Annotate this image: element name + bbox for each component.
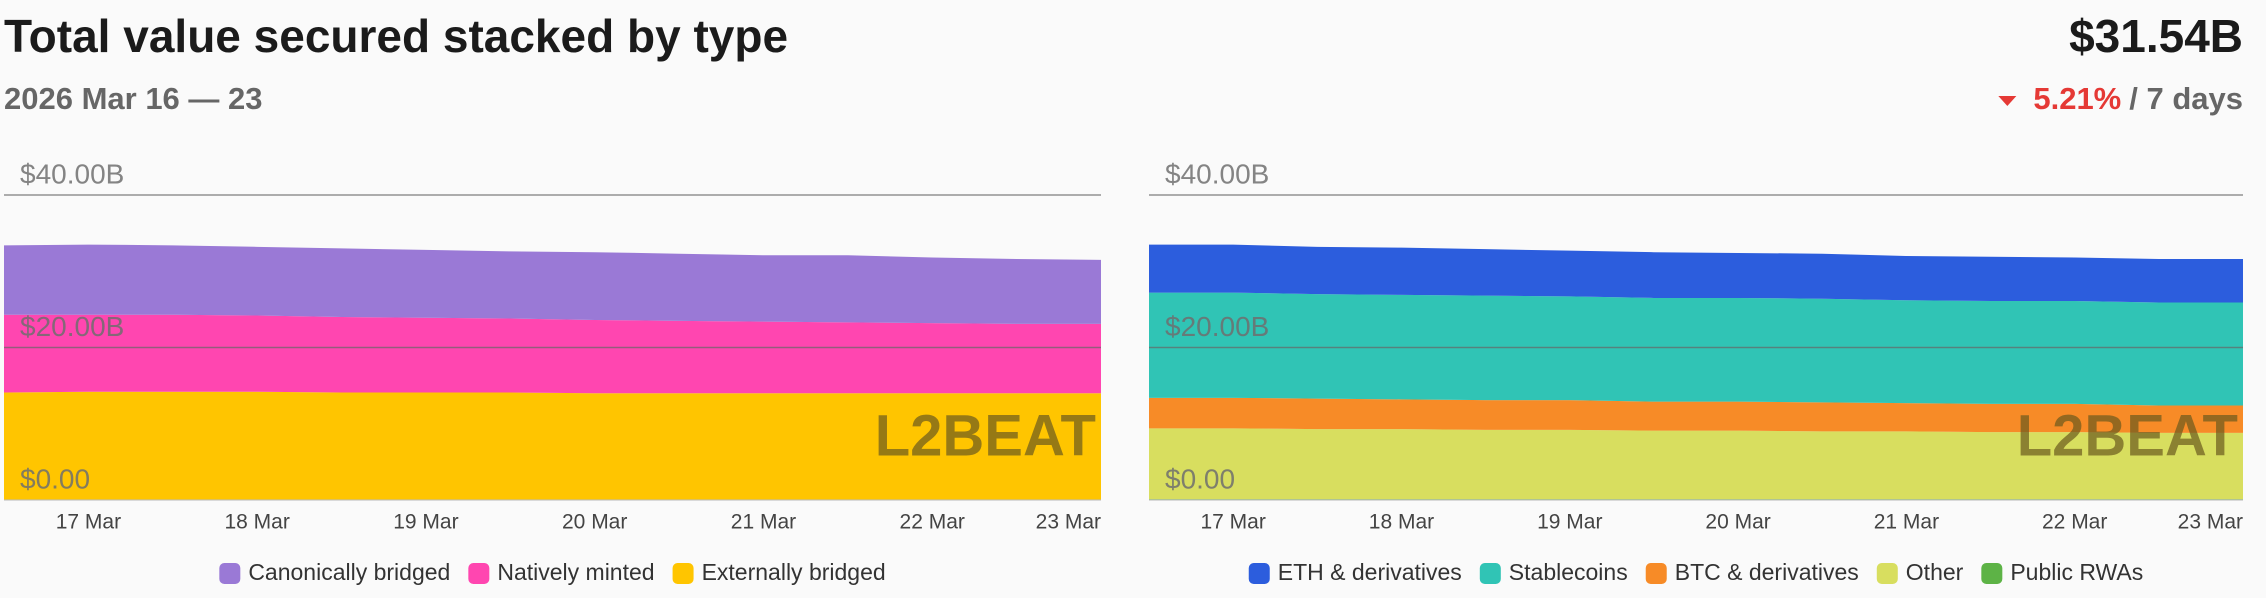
x-tick-label: 20 Mar (562, 511, 627, 534)
legend: ETH & derivatives Stablecoins BTC & deriva… (1248, 559, 2143, 585)
legend-swatch (468, 563, 490, 584)
x-tick-label: 23 Mar (2178, 511, 2243, 534)
legend-swatch (1645, 563, 1667, 584)
legend: Canonically bridged Natively minted Extern… (219, 559, 886, 585)
y-tick-label: $0.00 (20, 463, 90, 494)
down-arrow (1998, 96, 2017, 106)
legend-swatch (219, 563, 241, 584)
title: Total value secured stacked by type (4, 10, 788, 62)
legend-swatch (1248, 563, 1270, 584)
legend-label: Stablecoins (1509, 559, 1628, 585)
area (4, 391, 1101, 500)
x-tick-label: 22 Mar (2042, 511, 2107, 534)
change-value: 5.21% (2033, 81, 2121, 116)
area (1149, 244, 2243, 303)
x-tick-label: 21 Mar (731, 511, 796, 534)
legend-label: Other (1906, 559, 1964, 585)
x-tick-label: 19 Mar (393, 511, 458, 534)
watermark: L2BEAT (2017, 403, 2238, 468)
watermark: L2BEAT (875, 403, 1096, 468)
area (1149, 292, 2243, 406)
legend-swatch (1479, 563, 1501, 584)
legend-swatch (1876, 563, 1898, 584)
y-tick-label: $20.00B (1165, 311, 1269, 342)
x-tick-label: 17 Mar (1200, 511, 1265, 534)
y-tick-label: $20.00B (20, 311, 124, 342)
legend-label: Natively minted (497, 559, 654, 585)
x-tick-label: 22 Mar (900, 511, 965, 534)
y-tick-label: $40.00B (20, 158, 124, 189)
legend-swatch (672, 563, 694, 584)
area (4, 244, 1101, 324)
total-value: $31.54B (2069, 10, 2243, 62)
legend-swatch (1981, 563, 2003, 584)
x-tick-label: 18 Mar (1369, 511, 1434, 534)
x-tick-label: 21 Mar (1874, 511, 1939, 534)
area (1149, 397, 2243, 433)
area (1149, 428, 2243, 500)
legend-label: Externally bridged (702, 559, 886, 585)
change-period: / 7 days (2129, 81, 2243, 116)
legend-label: Canonically bridged (248, 559, 450, 585)
subtitle: 2026 Mar 16 — 23 (4, 81, 263, 116)
x-tick-label: 18 Mar (224, 511, 289, 534)
legend-label: Public RWAs (2010, 559, 2143, 585)
y-tick-label: $0.00 (1165, 463, 1235, 494)
legend-label: BTC & derivatives (1675, 559, 1859, 585)
x-tick-label: 19 Mar (1537, 511, 1602, 534)
legend-label: ETH & derivatives (1278, 559, 1462, 585)
x-tick-label: 23 Mar (1036, 511, 1101, 534)
x-tick-label: 20 Mar (1705, 511, 1770, 534)
x-tick-label: 17 Mar (56, 511, 121, 534)
area (4, 314, 1101, 394)
y-tick-label: $40.00B (1165, 158, 1269, 189)
